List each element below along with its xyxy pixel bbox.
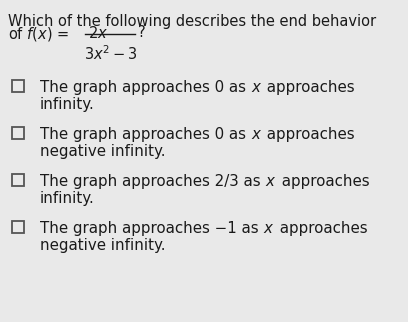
Bar: [12, 127, 24, 139]
Text: of $\it{f}$($\it{x}$) =: of $\it{f}$($\it{x}$) =: [8, 25, 69, 43]
Bar: [12, 80, 24, 92]
Text: approaches: approaches: [262, 80, 355, 95]
Text: The graph approaches −1 as: The graph approaches −1 as: [40, 221, 264, 236]
Text: $x$: $x$: [265, 174, 277, 189]
Text: approaches: approaches: [275, 221, 367, 236]
Text: The graph approaches 0 as: The graph approaches 0 as: [40, 127, 251, 142]
Text: The graph approaches 2/3 as: The graph approaches 2/3 as: [40, 174, 265, 189]
Text: Which of the following describes the end behavior: Which of the following describes the end…: [8, 14, 376, 29]
Text: approaches: approaches: [262, 127, 355, 142]
Bar: [12, 174, 24, 186]
Text: infinity.: infinity.: [40, 97, 95, 112]
Text: infinity.: infinity.: [40, 191, 95, 206]
Bar: [12, 221, 24, 233]
Text: $2x$: $2x$: [88, 25, 108, 41]
Text: $x$: $x$: [251, 80, 262, 95]
Text: $x$: $x$: [264, 221, 275, 236]
Text: ?: ?: [138, 25, 146, 40]
Text: $x$: $x$: [251, 127, 262, 142]
Text: approaches: approaches: [277, 174, 369, 189]
Text: negative infinity.: negative infinity.: [40, 238, 166, 253]
Text: The graph approaches 0 as: The graph approaches 0 as: [40, 80, 251, 95]
Text: negative infinity.: negative infinity.: [40, 144, 166, 159]
Text: $3x^2-3$: $3x^2-3$: [84, 44, 137, 63]
